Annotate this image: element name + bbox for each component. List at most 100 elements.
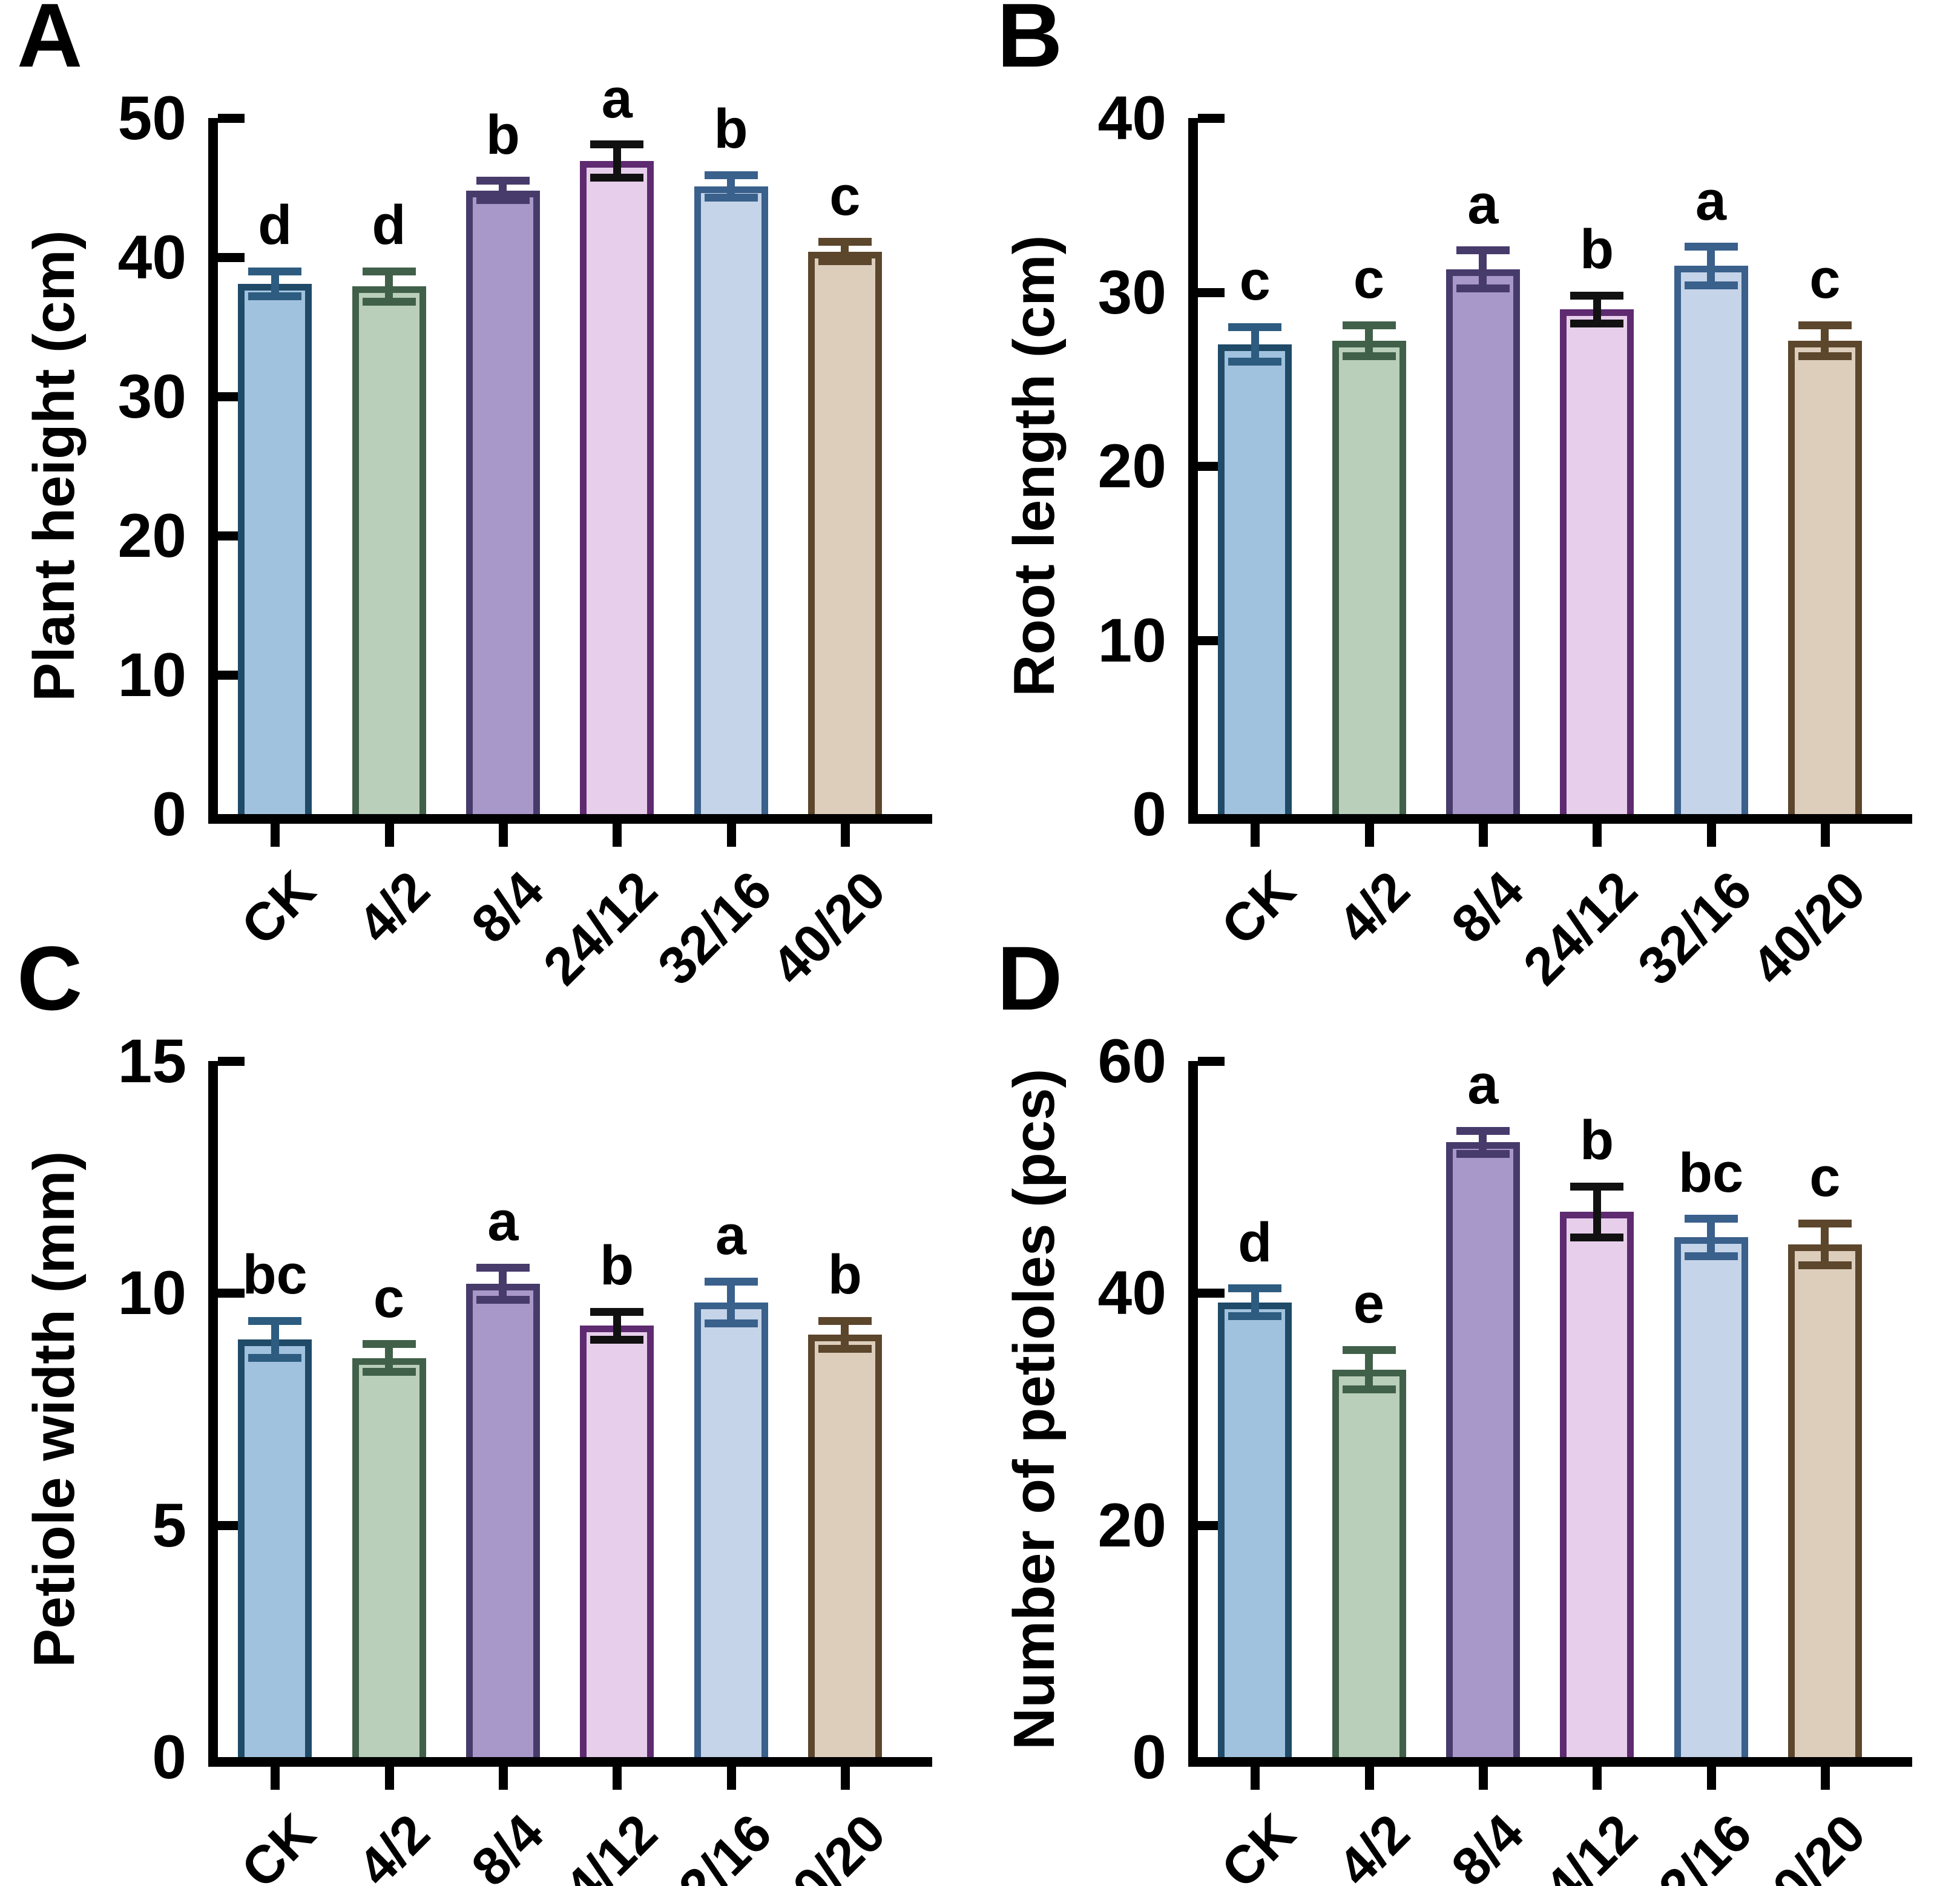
- bar-4-2: [352, 1358, 426, 1757]
- error-bar-bottom-cap: [476, 1296, 530, 1304]
- significance-letter: a: [1695, 169, 1727, 232]
- error-bar-bottom-cap: [590, 1335, 644, 1344]
- error-bar-bottom-cap: [362, 298, 416, 306]
- error-bar-line: [385, 1344, 393, 1372]
- error-bar-top-cap: [1684, 1215, 1738, 1223]
- error-bar-line: [1593, 1186, 1601, 1238]
- error-bar-line: [1365, 1350, 1373, 1390]
- error-bar-bottom-cap: [1798, 1261, 1852, 1269]
- y-tick-mark: [218, 1520, 245, 1530]
- significance-letter: a: [715, 1204, 747, 1267]
- error-bar-bottom-cap: [1684, 281, 1738, 289]
- error-bar-bottom-cap: [704, 193, 758, 202]
- error-bar-bottom-cap: [590, 174, 644, 182]
- significance-letter: a: [601, 67, 633, 130]
- x-tick-mark: [1820, 1767, 1830, 1790]
- bar-CK: [238, 283, 312, 814]
- error-bar-line: [1707, 1218, 1715, 1256]
- significance-letter: c: [1809, 248, 1841, 310]
- x-tick-mark: [613, 1767, 622, 1790]
- significance-letter: e: [1353, 1273, 1385, 1335]
- panel-a: A Plant height (cm) 0 10 20 30 40 50 d CK d 4/2 b 8…: [0, 0, 980, 996]
- x-axis-line: [1188, 1757, 1912, 1767]
- y-tick-label: 10: [117, 1258, 186, 1328]
- panel-d-plot-area: 0 20 40 60 d CK e 4/2 a 8/4 b 24/12 bc 32/16 c 40/20: [1098, 1030, 1912, 1886]
- error-bar-top-cap: [476, 177, 530, 185]
- error-bar-bottom-cap: [1684, 1252, 1738, 1260]
- y-tick-mark: [1198, 288, 1225, 297]
- error-bar-bottom-cap: [1342, 352, 1396, 361]
- y-tick-mark: [1198, 1520, 1225, 1530]
- y-tick-mark: [218, 114, 245, 123]
- error-bar-bottom-cap: [1798, 352, 1852, 361]
- bar-CK: [238, 1339, 312, 1757]
- bar-8-4: [1445, 269, 1520, 814]
- significance-letter: b: [1580, 1109, 1614, 1171]
- significance-letter: a: [1467, 173, 1499, 235]
- panel-a-y-axis-label: Plant height (cm): [22, 230, 87, 702]
- error-bar-bottom-cap: [1228, 358, 1282, 366]
- error-bar-line: [1821, 1223, 1829, 1266]
- y-tick-label: 30: [1097, 257, 1166, 327]
- error-bar-top-cap: [1570, 291, 1624, 300]
- x-tick-mark: [726, 824, 736, 847]
- error-bar-line: [727, 1281, 735, 1324]
- error-bar-line: [499, 180, 507, 200]
- error-bar-top-cap: [1570, 1182, 1624, 1191]
- panel-d-y-axis-label: Number of petioles (pcs): [1002, 1068, 1067, 1750]
- error-bar-line: [841, 242, 849, 261]
- y-tick-label: 0: [1132, 1723, 1166, 1792]
- error-bar-line: [727, 175, 735, 198]
- error-bar-bottom-cap: [818, 1344, 872, 1353]
- bar-40-20: [807, 251, 882, 814]
- x-tick-mark: [1251, 1767, 1260, 1790]
- y-tick-label: 50: [117, 84, 186, 153]
- y-tick-mark: [218, 1057, 245, 1066]
- significance-letter: bc: [1678, 1142, 1744, 1204]
- y-tick-label: 20: [1097, 432, 1166, 501]
- error-bar-bottom-cap: [1456, 1149, 1510, 1158]
- y-tick-label: 10: [117, 640, 186, 709]
- y-axis-line: [208, 1061, 218, 1767]
- error-bar-top-cap: [1342, 321, 1396, 329]
- panel-a-plot-area: 0 10 20 30 40 50 d CK d 4/2 b 8/4 a 24/12 b 32/16 c 40/20: [118, 71, 932, 996]
- x-tick-mark: [1478, 824, 1488, 847]
- y-tick-mark: [218, 531, 245, 540]
- error-bar-top-cap: [248, 1316, 302, 1325]
- significance-letter: b: [714, 98, 748, 160]
- significance-letter: c: [829, 165, 861, 227]
- bar-24-12: [1560, 1212, 1634, 1757]
- y-tick-mark: [218, 253, 245, 262]
- significance-letter: c: [1809, 1146, 1841, 1209]
- error-bar-bottom-cap: [362, 1368, 416, 1376]
- error-bar-top-cap: [590, 1307, 644, 1316]
- significance-letter: b: [1580, 218, 1614, 281]
- error-bar-top-cap: [1456, 1126, 1510, 1135]
- y-axis-line: [1188, 118, 1198, 824]
- bar-24-12: [1560, 309, 1634, 814]
- bar-32-16: [1674, 1237, 1748, 1757]
- x-tick-mark: [1593, 824, 1602, 847]
- error-bar-top-cap: [1798, 321, 1852, 329]
- significance-letter: a: [487, 1191, 519, 1253]
- error-bar-bottom-cap: [1228, 1312, 1282, 1321]
- error-bar-line: [613, 144, 621, 178]
- panel-d: D Number of petioles (pcs) 0 20 40 60 d CK e 4/…: [980, 927, 1960, 1886]
- panel-c-letter: C: [17, 927, 84, 1029]
- y-tick-mark: [1198, 462, 1225, 471]
- y-tick-mark: [1198, 114, 1225, 123]
- error-bar-top-cap: [1798, 1219, 1852, 1227]
- y-tick-label: 0: [152, 780, 186, 849]
- y-tick-mark: [1198, 1057, 1225, 1066]
- significance-letter: c: [373, 1267, 405, 1329]
- panel-d-letter: D: [997, 927, 1064, 1029]
- error-bar-top-cap: [1228, 323, 1282, 331]
- x-tick-mark: [726, 1767, 736, 1790]
- error-bar-top-cap: [1342, 1346, 1396, 1354]
- x-tick-mark: [613, 824, 622, 847]
- y-tick-mark: [218, 392, 245, 401]
- error-bar-line: [1251, 1288, 1259, 1316]
- x-tick-mark: [271, 824, 280, 847]
- bar-CK: [1218, 1302, 1292, 1757]
- error-bar-top-cap: [818, 1316, 872, 1325]
